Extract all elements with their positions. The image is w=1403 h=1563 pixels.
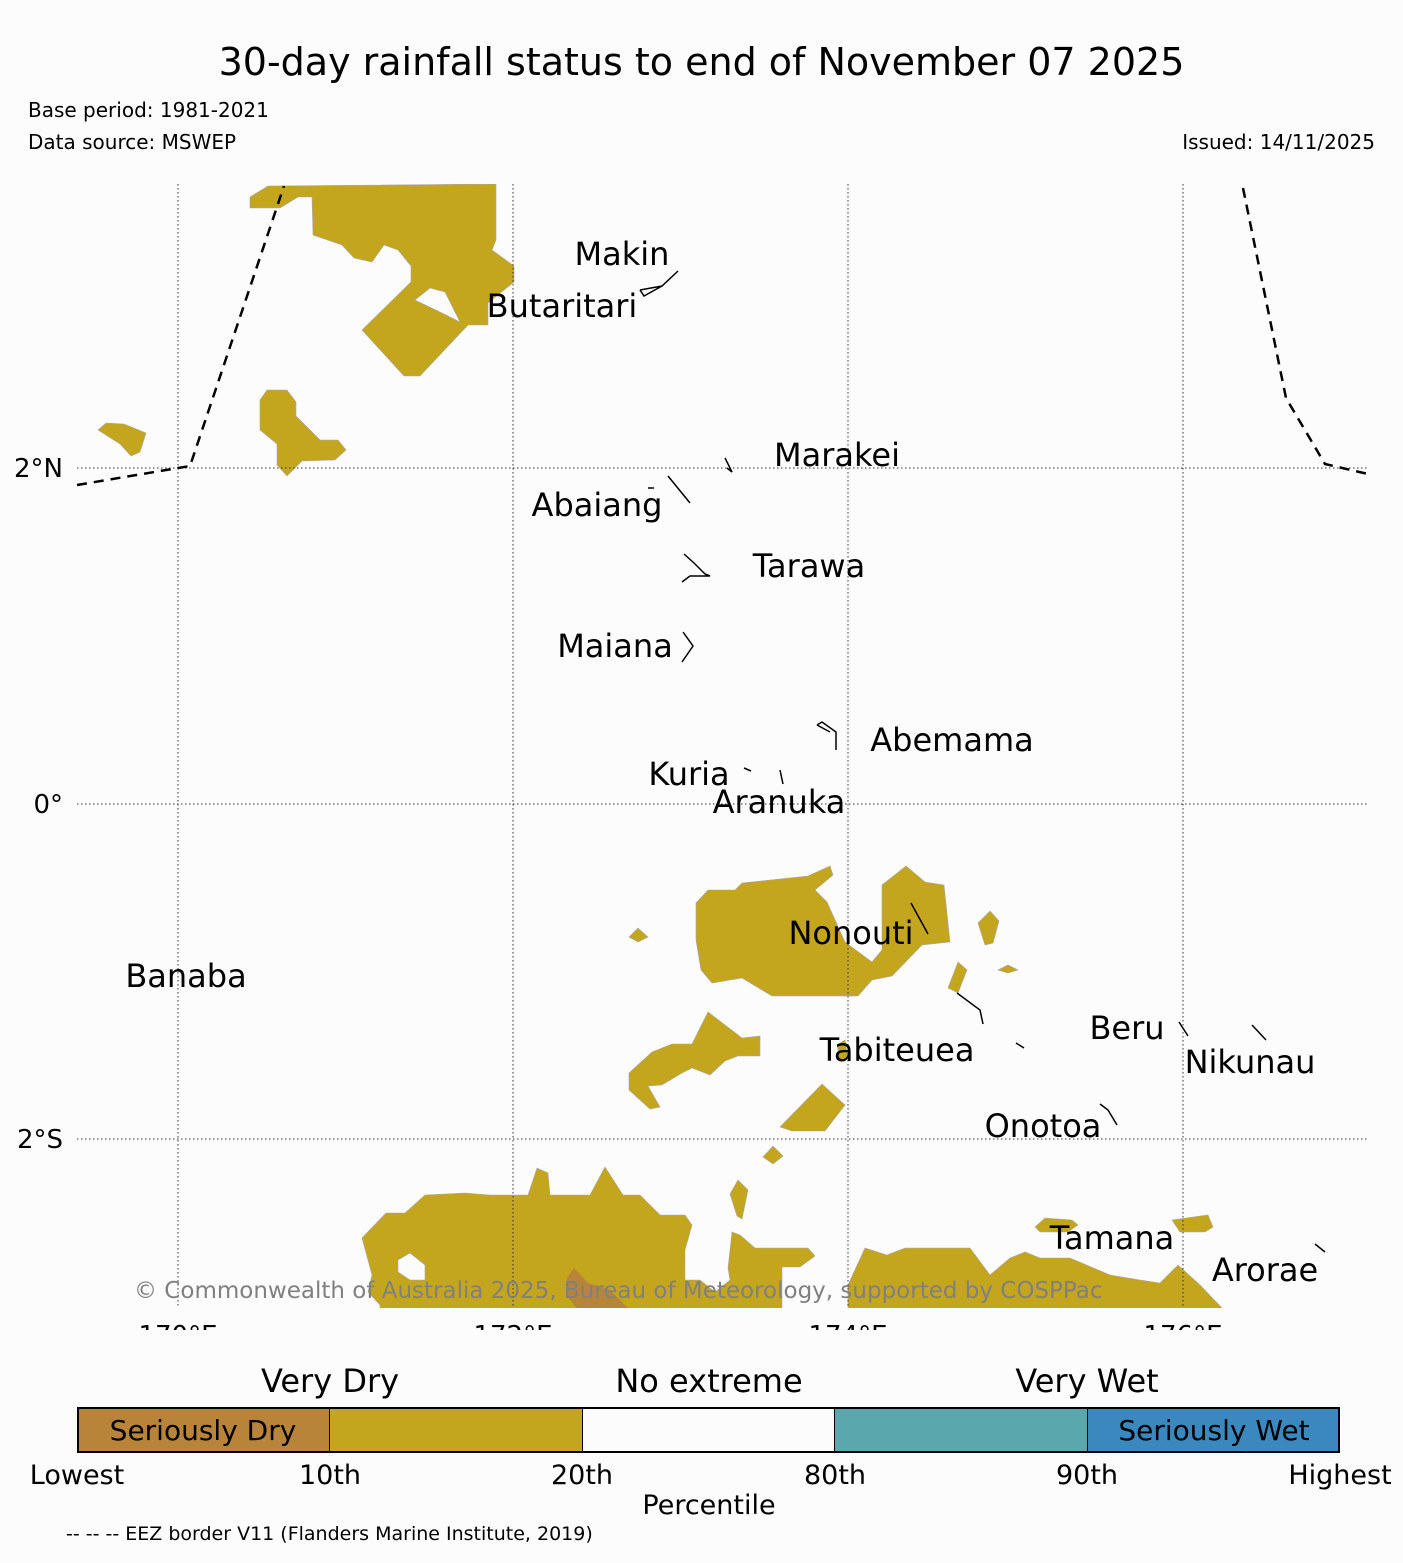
- legend-heading-very-wet: Very Wet: [1015, 1362, 1159, 1400]
- legend-segment-very-dry: [330, 1407, 583, 1453]
- legend-tick-highest: Highest: [1288, 1460, 1392, 1491]
- lon-label-174e: 174°E: [808, 1321, 887, 1330]
- lat-label-2s: 2°S: [17, 1125, 63, 1155]
- lon-label-172e: 172°E: [473, 1321, 552, 1330]
- no-extreme-gap-south: [397, 1252, 426, 1281]
- very-dry-region-north: [249, 184, 515, 377]
- legend-segment-seriously-dry: Seriously Dry: [77, 1407, 330, 1453]
- island-label-tamana: Tamana: [1049, 1219, 1175, 1257]
- very-dry-region-small-3: [947, 961, 968, 994]
- eez-border-note: -- -- -- EEZ border V11 (Flanders Marine…: [66, 1523, 593, 1545]
- graticule: [77, 184, 1367, 1308]
- lat-label-2n: 2°N: [14, 454, 63, 484]
- very-dry-region-south-central: [779, 1083, 846, 1132]
- longitude-labels: 170°E 172°E 174°E 176°E: [138, 1321, 1222, 1330]
- no-extreme-gap-north: [414, 287, 461, 323]
- legend-tick-90th: 90th: [1055, 1460, 1119, 1491]
- island-label-maiana: Maiana: [557, 627, 673, 665]
- island-label-marakei: Marakei: [774, 436, 900, 474]
- island-outlines: [639, 270, 1326, 1253]
- island-label-nikunau: Nikunau: [1185, 1043, 1316, 1081]
- eez-border: [76, 185, 1369, 487]
- island-label-kuria: Kuria: [648, 755, 729, 793]
- data-source: Data source: MSWEP: [28, 130, 237, 154]
- island-label-abemama: Abemama: [870, 721, 1033, 759]
- island-label-abaiang: Abaiang: [532, 486, 663, 524]
- legend-tick-20th: 20th: [550, 1460, 614, 1491]
- island-label-aranuka: Aranuka: [713, 783, 846, 821]
- lon-label-176e: 176°E: [1143, 1321, 1222, 1330]
- legend-tick-10th: 10th: [298, 1460, 362, 1491]
- legend-segment-no-extreme: [583, 1407, 835, 1453]
- island-label-arorae: Arorae: [1212, 1251, 1318, 1289]
- very-dry-region-small-7: [729, 1179, 749, 1220]
- legend-segment-seriously-wet: Seriously Wet: [1088, 1407, 1340, 1453]
- legend-heading-very-dry: Very Dry: [260, 1362, 400, 1400]
- rainfall-map[interactable]: Makin Butaritari Marakei Abaiang Tarawa …: [0, 0, 1403, 1330]
- very-dry-region-small-6: [762, 1145, 784, 1165]
- very-dry-region-small-5: [836, 1039, 849, 1061]
- legend-tick-80th: 80th: [803, 1460, 867, 1491]
- very-dry-region-north-west: [97, 422, 147, 457]
- island-label-beru: Beru: [1089, 1009, 1164, 1047]
- latitude-labels: 2°N 0° 2°S: [14, 454, 63, 1155]
- seriously-dry-region: [567, 1268, 628, 1308]
- lon-label-170e: 170°E: [138, 1321, 217, 1330]
- legend-heading-no-extreme: No extreme: [615, 1362, 803, 1400]
- very-dry-region-north-central: [259, 389, 347, 477]
- base-period: Base period: 1981-2021: [28, 98, 269, 122]
- issued-date: Issued: 14/11/2025: [1182, 130, 1375, 154]
- very-dry-region-south-east: [847, 1247, 1223, 1308]
- very-dry-region-south-west: [361, 1166, 816, 1308]
- island-label-butaritari: Butaritari: [487, 287, 638, 325]
- island-label-tarawa: Tarawa: [752, 547, 865, 585]
- very-dry-region-central: [695, 865, 951, 997]
- very-dry-region-small-1: [628, 927, 649, 943]
- island-label-banaba: Banaba: [125, 957, 246, 995]
- rainfall-regions: [97, 184, 1223, 1308]
- very-dry-region-west-central: [628, 1011, 761, 1110]
- lat-label-0: 0°: [33, 790, 63, 820]
- map-title: 30-day rainfall status to end of Novembe…: [218, 40, 1185, 84]
- legend-tick-lowest: Lowest: [29, 1460, 125, 1491]
- island-label-tabiteuea: Tabiteuea: [819, 1031, 975, 1069]
- copyright-notice: © Commonwealth of Australia 2025, Bureau…: [134, 1278, 1103, 1304]
- island-label-onotoa: Onotoa: [985, 1107, 1102, 1145]
- legend-axis-title: Percentile: [642, 1490, 776, 1521]
- island-label-makin: Makin: [575, 235, 670, 273]
- very-dry-region-small-8: [1034, 1217, 1079, 1233]
- island-label-nonouti: Nonouti: [788, 914, 913, 952]
- very-dry-region-small-2: [977, 910, 1000, 946]
- island-labels: Makin Butaritari Marakei Abaiang Tarawa …: [125, 235, 1318, 1289]
- legend-segment-very-wet: [835, 1407, 1088, 1453]
- very-dry-region-small-9: [1171, 1214, 1214, 1233]
- very-dry-region-small-4: [997, 964, 1019, 974]
